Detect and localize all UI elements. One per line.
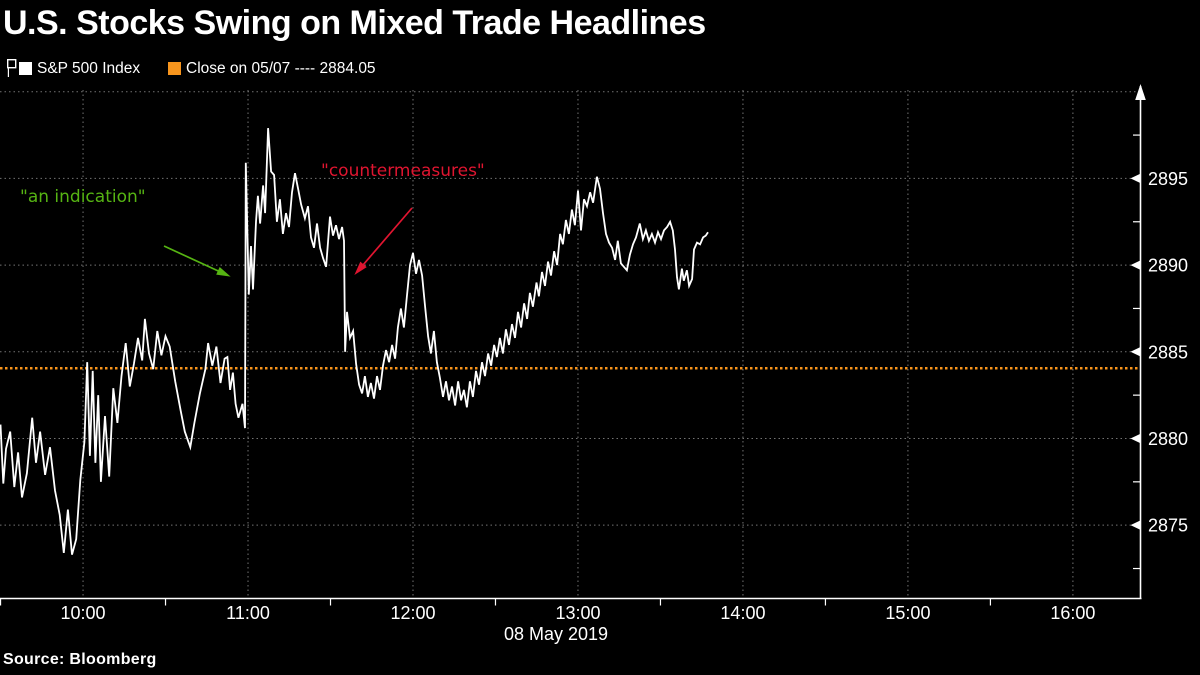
source-label: Source: Bloomberg	[3, 651, 157, 668]
legend-close-label: Close on 05/07 ---- 2884.05	[186, 60, 376, 77]
y-tick-label: 2880	[1148, 429, 1188, 449]
y-tick-label: 2885	[1148, 342, 1188, 362]
x-tick-label: 10:00	[61, 603, 106, 623]
x-tick-label: 16:00	[1050, 603, 1095, 623]
x-tick-label: 12:00	[390, 603, 435, 623]
annotation-an-indication: "an indication"	[20, 187, 146, 207]
x-tick-label: 14:00	[720, 603, 765, 623]
annotation-arrowhead-0	[216, 267, 231, 277]
y-major-tick-icon	[1130, 520, 1140, 530]
annotation-arrow-0	[163, 245, 222, 274]
y-axis-arrow-icon	[1135, 84, 1146, 100]
x-tick-label: 11:00	[226, 603, 270, 623]
price-line	[0, 128, 709, 555]
annotation-countermeasures: "countermeasures"	[321, 161, 485, 181]
page-title: U.S. Stocks Swing on Mixed Trade Headlin…	[3, 4, 706, 42]
legend-series-label: S&P 500 Index	[37, 60, 141, 77]
close-swatch-icon	[168, 62, 181, 75]
y-tick-label: 2875	[1148, 516, 1188, 536]
y-major-tick-icon	[1130, 260, 1140, 270]
date-label: 08 May 2019	[504, 624, 608, 644]
x-tick-label: 15:00	[885, 603, 930, 623]
annotation-arrow-1	[360, 207, 413, 269]
y-major-tick-icon	[1130, 433, 1140, 443]
legend-flag-icon	[6, 58, 18, 83]
x-tick-label: 13:00	[555, 603, 600, 623]
series-swatch-icon	[19, 62, 32, 75]
y-major-tick-icon	[1130, 173, 1140, 183]
annotation-arrowhead-1	[354, 261, 367, 276]
y-tick-label: 2895	[1148, 169, 1188, 189]
y-tick-label: 2890	[1148, 256, 1188, 276]
y-major-tick-icon	[1130, 347, 1140, 357]
